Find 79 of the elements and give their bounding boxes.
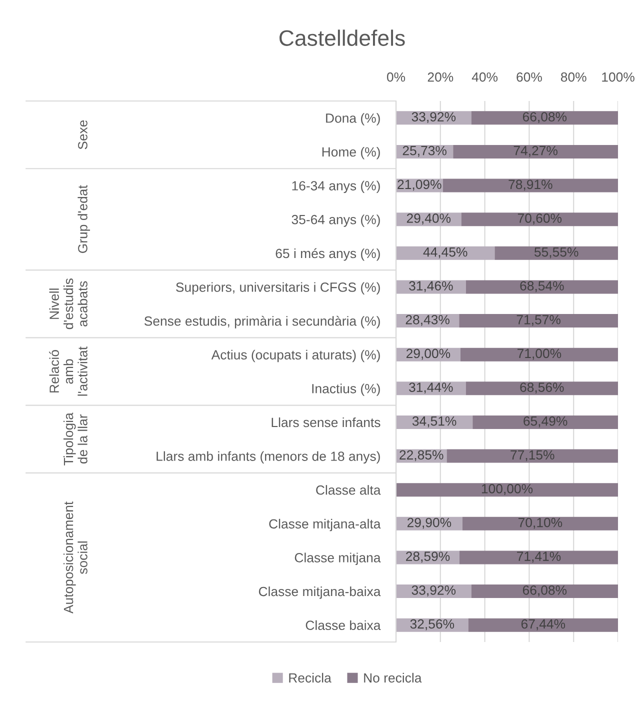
y-tick-label: Classe baixa bbox=[306, 620, 381, 630]
y-tick-label: Superiors, universitaris i CFGS (%) bbox=[176, 282, 380, 294]
data-label: 32,56% bbox=[410, 619, 454, 630]
y-tick-label: Classe alta bbox=[316, 485, 381, 495]
bar bbox=[471, 584, 618, 598]
data-label: 66,08% bbox=[522, 112, 567, 124]
bar bbox=[462, 516, 618, 530]
data-label: 71,00% bbox=[517, 348, 562, 360]
bar bbox=[468, 618, 618, 632]
bar bbox=[472, 415, 618, 429]
data-label: 28,43% bbox=[406, 314, 450, 326]
data-label: 29,00% bbox=[406, 348, 450, 360]
data-label: 70,10% bbox=[518, 518, 562, 529]
data-label: 31,46% bbox=[409, 281, 453, 292]
bar bbox=[461, 212, 618, 226]
legend-label: No recicla bbox=[364, 672, 422, 683]
text: Relació amb l'activitat bbox=[49, 346, 88, 396]
data-label: 21,09% bbox=[398, 180, 442, 191]
y-tick-label: Inactius (%) bbox=[312, 384, 380, 396]
data-label: 33,92% bbox=[412, 112, 456, 124]
bar bbox=[466, 382, 618, 396]
data-label: 67,44% bbox=[521, 619, 566, 630]
data-label: 71,41% bbox=[517, 552, 561, 563]
text: Tipologia de la llar bbox=[63, 412, 88, 466]
chart-title: Castelldefels bbox=[280, 30, 405, 46]
bar bbox=[453, 144, 618, 158]
x-tick-label: 80% bbox=[560, 72, 586, 82]
bar bbox=[446, 449, 618, 463]
text: Nivell d'estudis acabats bbox=[49, 278, 88, 330]
bar bbox=[466, 280, 618, 294]
y-tick-label: Classe mitjana-alta bbox=[269, 518, 381, 532]
y-tick-label: Actius (ocupats i aturats) (%) bbox=[211, 350, 380, 362]
data-label: 66,08% bbox=[522, 585, 567, 596]
data-label: 68,54% bbox=[520, 281, 564, 292]
bar bbox=[459, 550, 618, 564]
bar bbox=[396, 246, 495, 260]
y-tick-label: 16-34 anys (%) bbox=[292, 180, 380, 194]
data-label: 33,92% bbox=[412, 585, 456, 596]
x-tick-label: 20% bbox=[428, 72, 454, 82]
y-tick-label: Dona (%) bbox=[326, 113, 380, 126]
data-label: 28,59% bbox=[406, 552, 450, 563]
data-label: 25,73% bbox=[402, 146, 446, 157]
y-tick-label: Home (%) bbox=[322, 146, 380, 160]
text: Sexe bbox=[78, 120, 88, 150]
x-tick-label: 100% bbox=[602, 72, 634, 82]
data-label: 29,90% bbox=[407, 518, 452, 529]
data-label: 78,91% bbox=[508, 180, 552, 191]
y-tick-label: Classe mitjana bbox=[294, 552, 381, 565]
data-label: 65,49% bbox=[524, 416, 568, 428]
data-label: 55,55% bbox=[534, 247, 578, 258]
bar bbox=[471, 111, 618, 125]
data-label: 71,57% bbox=[516, 315, 560, 326]
data-label: 44,45% bbox=[423, 247, 468, 258]
y-tick-label: Llars sense infants bbox=[272, 417, 380, 428]
data-label: 34,51% bbox=[412, 416, 456, 428]
y-tick-label: 35-64 anys (%) bbox=[292, 214, 380, 227]
x-tick-label: 0% bbox=[386, 72, 406, 82]
y-tick-label: Classe mitjana-baixa bbox=[258, 586, 381, 599]
bar bbox=[442, 178, 618, 192]
bar bbox=[460, 348, 618, 362]
data-label: 70,60% bbox=[518, 214, 562, 224]
text: Grup d'edat bbox=[78, 185, 90, 253]
data-label: 31,44% bbox=[409, 382, 453, 394]
data-label: 74,27% bbox=[514, 146, 558, 157]
data-label: 22,85% bbox=[400, 450, 444, 462]
bar bbox=[396, 483, 618, 497]
data-label: 68,56% bbox=[520, 382, 564, 394]
x-tick-label: 40% bbox=[472, 72, 498, 82]
legend-label: Recicla bbox=[289, 672, 332, 683]
bar bbox=[494, 246, 618, 260]
y-tick-label: Llars amb infants (menors de 18 anys) bbox=[156, 451, 380, 464]
data-label: 100,00% bbox=[482, 484, 533, 495]
bar bbox=[459, 314, 618, 328]
x-tick-label: 60% bbox=[516, 72, 542, 82]
data-label: 29,40% bbox=[406, 214, 451, 224]
data-label: 77,15% bbox=[510, 450, 554, 462]
y-tick-label: 65 i més anys (%) bbox=[276, 248, 380, 261]
text: Autoposicionament social bbox=[63, 501, 88, 614]
y-tick-label: Sense estudis, primària i secundària (%) bbox=[144, 316, 380, 328]
